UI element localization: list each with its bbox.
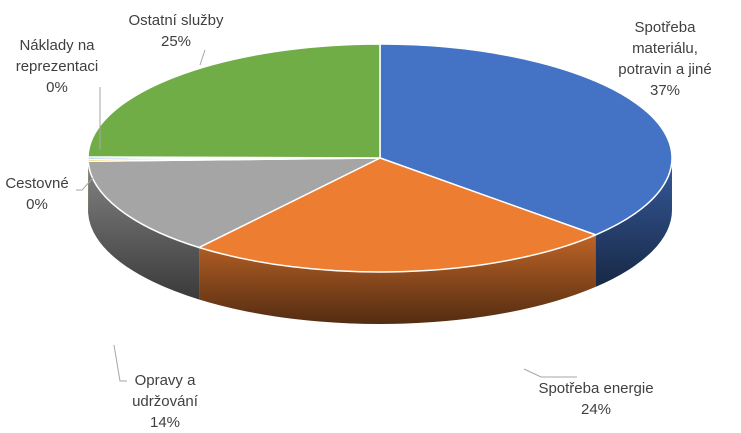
data-label-value: 0% [46, 79, 68, 96]
data-label-name: Opravy a [135, 372, 197, 389]
data-label-name: Ostatní služby [128, 12, 224, 29]
data-label-name: Spotřeba energie [538, 380, 653, 397]
leader-line-2 [113, 344, 127, 382]
data-label-name: materiálu, [632, 40, 698, 57]
data-label-name: Spotřeba [635, 19, 697, 36]
pie-side-2 [88, 161, 200, 300]
data-label-2: Opravy a udržování 14% [132, 372, 199, 431]
data-label-value: 14% [150, 414, 180, 431]
data-label-name: udržování [132, 393, 199, 410]
data-label-value: 24% [581, 401, 611, 418]
data-label-value: 0% [26, 196, 48, 213]
data-label-value: 25% [161, 33, 191, 50]
leader-line-5 [199, 49, 206, 66]
data-label-4: Náklady na reprezentaci 0% [16, 37, 99, 96]
pie-side-1 [199, 234, 596, 324]
pie-side-walls [88, 158, 672, 324]
data-label-1: Spotřeba energie 24% [538, 380, 653, 418]
data-label-value: 37% [650, 82, 680, 99]
leader-line-1 [523, 368, 577, 378]
data-label-5: Ostatní služby 25% [128, 12, 224, 50]
pie-side-0 [595, 158, 672, 287]
leader-line-3 [76, 177, 94, 191]
data-label-name: reprezentaci [16, 58, 99, 75]
data-label-name: Náklady na [19, 37, 95, 54]
data-label-name: Cestovné [5, 175, 68, 192]
pie-slice-2 [87, 157, 381, 249]
pie-slice-0 [379, 43, 673, 236]
pie-slice-1 [198, 157, 597, 273]
data-label-name: potravin a jiné [618, 61, 711, 78]
pie-slice-5 [87, 43, 381, 159]
data-label-0: Spotřeba materiálu, potravin a jiné 37% [618, 19, 711, 99]
data-labels: Spotřeba materiálu, potravin a jiné 37%Spot… [5, 12, 711, 431]
pie-top [87, 43, 673, 273]
data-label-3: Cestovné 0% [5, 175, 68, 213]
